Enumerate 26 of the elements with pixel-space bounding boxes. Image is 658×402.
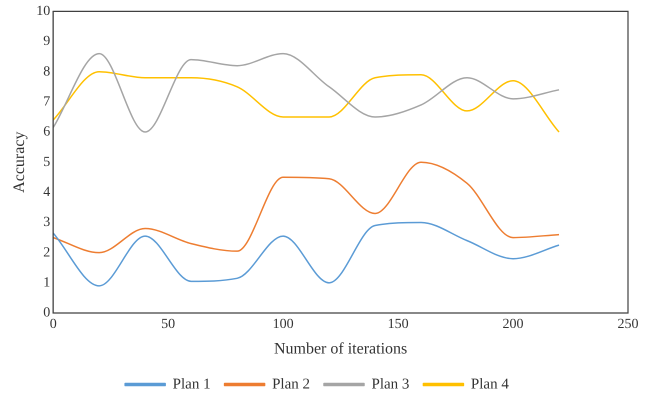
x-tick-label: 50 [161, 317, 176, 332]
legend-label: Plan 1 [172, 376, 211, 392]
y-tick-label: 5 [43, 154, 50, 170]
legend-label: Plan 2 [272, 376, 310, 392]
line-series [53, 161, 560, 254]
y-tick-label: 3 [43, 215, 50, 230]
y-tick-label: 2 [43, 245, 50, 260]
line-series [53, 70, 560, 133]
y-axis-title: Accuracy [10, 132, 28, 193]
x-tick-label: 150 [388, 317, 409, 332]
legend-label: Plan 3 [372, 376, 410, 392]
line-series [53, 222, 560, 287]
x-axis-title: Number of iterations [274, 340, 408, 358]
y-tick-label: 7 [43, 94, 50, 110]
y-tick-label: 4 [43, 185, 50, 200]
y-tick-label: 8 [43, 64, 50, 80]
x-tick-label: 250 [618, 317, 638, 332]
y-tick-label: 0 [43, 306, 50, 321]
y-tick-label: 1 [43, 276, 50, 291]
x-tick-label: 200 [502, 317, 524, 332]
x-tick-label: 100 [272, 317, 294, 332]
y-tick-label: 9 [43, 34, 50, 50]
line-series [53, 52, 560, 133]
y-tick-label: 10 [36, 4, 50, 20]
y-tick-label: 6 [43, 124, 50, 140]
legend-label: Plan 4 [470, 376, 510, 392]
